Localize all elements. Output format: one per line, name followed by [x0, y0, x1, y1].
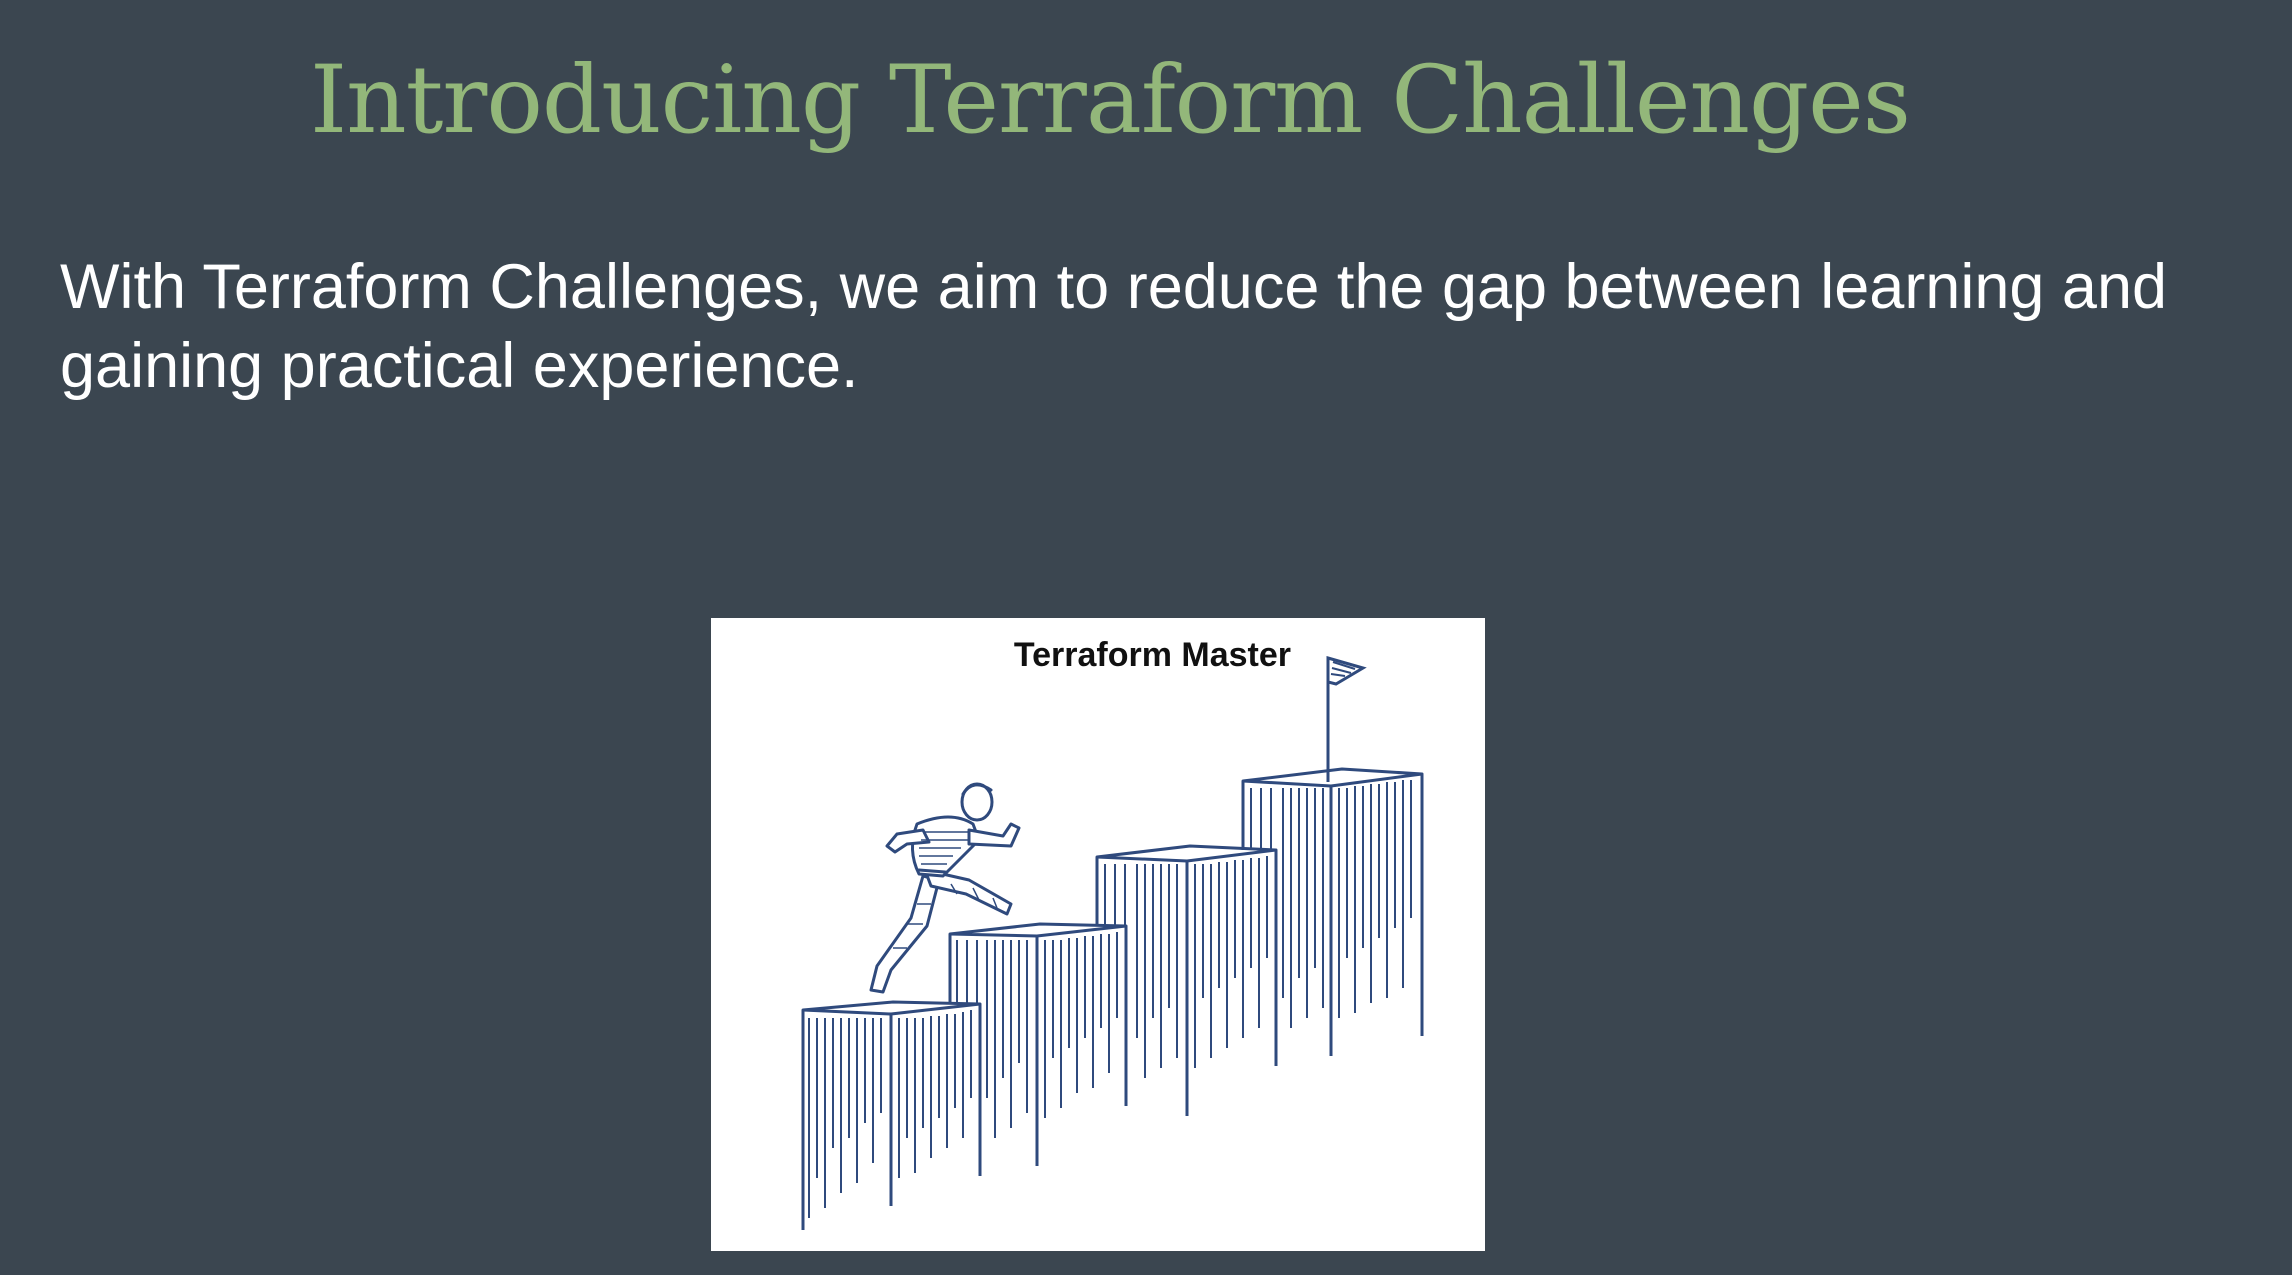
staircase-illustration: Terraform Master — [711, 618, 1485, 1251]
step-3-top — [1095, 844, 1278, 863]
step-2-top — [948, 922, 1128, 938]
climbing-steps-drawing — [801, 656, 1424, 1230]
man-shading — [893, 831, 998, 949]
climbing-man-icon — [869, 782, 1021, 994]
illustration-caption: Terraform Master — [1013, 636, 1291, 674]
step-1-top — [801, 1000, 982, 1016]
block-hatching — [808, 780, 1412, 1218]
slide-body-text: With Terraform Challenges, we aim to red… — [60, 252, 2168, 401]
flag-icon — [1326, 656, 1367, 782]
slide-title: Introducing Terraform Challenges — [309, 46, 1911, 155]
